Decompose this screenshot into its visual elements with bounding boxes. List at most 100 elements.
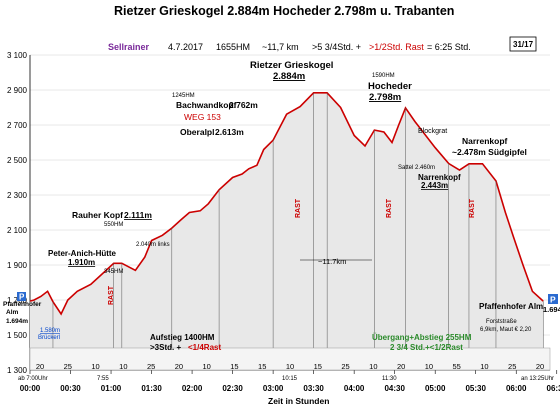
parking-sign-right [548, 294, 558, 304]
start-alm-elev: 1.694m [6, 318, 28, 325]
profile-line [29, 92, 544, 316]
hm-1245: 1245HM [172, 93, 195, 99]
segment-duration: 25 [341, 362, 349, 371]
x-tick-label: 03:00 [263, 384, 284, 393]
peak-oberalpl-elev: 2.613m [215, 127, 244, 137]
parking-p-left: P [19, 293, 25, 302]
page-badge [509, 36, 537, 52]
y-tick-label: 1 900 [7, 261, 28, 270]
peak-hocheder-elev: 2.798m [369, 92, 401, 103]
peak-narrenkopf-sued-name: Narrenkopf [462, 136, 508, 146]
parking-p-right: P [550, 295, 556, 305]
peak-rauherkopf-name: Rauher Kopf [72, 210, 123, 220]
y-tick-label: 2 100 [7, 226, 28, 235]
rast-label-4: RAST [469, 198, 476, 218]
y-tick-label: 1 500 [7, 331, 28, 340]
start-alm-name-1: Pfaffenhofer [3, 301, 42, 308]
end-alm-elev: 1.694m [543, 305, 560, 314]
start-alm-name-2: Alm [6, 309, 19, 316]
start-time: ab 7:00Uhr [18, 376, 48, 382]
aufstieg-rast: <1/4Rast [188, 343, 221, 352]
y-tick-label: 2 500 [7, 156, 28, 165]
segment-duration: 25 [508, 362, 516, 371]
x-axis: 00:00 00:30 01:00 01:30 02:00 02:30 03:00 03:30… [20, 370, 560, 393]
segment-duration: 20 [536, 362, 544, 371]
x-tick-label: 02:30 [222, 384, 243, 393]
total-label: = 6:25 Std. [427, 42, 471, 52]
rast-label-2: RAST [295, 198, 302, 218]
peak-narrenkopf-elev: 2.443m [421, 181, 448, 190]
x-tick-label: 05:30 [465, 384, 486, 393]
links-label: 2.040m links [136, 242, 170, 248]
peak-narrenkopf-sued-elev: ~2.478m Südgipfel [452, 147, 527, 157]
forst-label-1: Forststraße [486, 319, 517, 325]
peak-rietzer-name: Rietzer Grieskogel [250, 60, 333, 71]
region-label: Sellrainer [108, 42, 150, 52]
time-1015: 10:15 [282, 376, 298, 382]
segment-duration: 10 [91, 362, 99, 371]
parking-sign-left [17, 292, 26, 301]
bruecke-label: Brückerl [38, 335, 60, 341]
end-alm-name: Pfaffenhofer Alm [479, 302, 543, 311]
peak-anich-name: Peter-Anich-Hütte [48, 249, 117, 258]
x-tick-label: 02:00 [182, 384, 203, 393]
x-axis-label: Zeit in Stunden [268, 396, 329, 406]
segment-duration: 55 [452, 362, 460, 371]
y-tick-label: 1 300 [7, 366, 28, 375]
distance-label: ~11,7 km [262, 42, 299, 52]
rest-label: >1/2Std. Rast [369, 42, 424, 52]
x-tick-label: 06:30 [547, 384, 560, 393]
weg-label: WEG 153 [184, 112, 221, 122]
bruecke-elev: 1.580m [40, 328, 60, 334]
y-tick-label: 3 100 [7, 51, 28, 60]
x-tick-label: 04:00 [344, 384, 365, 393]
peak-bachwandkopf-name: Bachwandkopf [176, 100, 237, 110]
segment-duration: 10 [480, 362, 488, 371]
x-tick-label: 04:30 [384, 384, 405, 393]
x-tick-label: 06:00 [506, 384, 527, 393]
time-1130: 11:30 [382, 376, 397, 382]
x-tick-label: 00:00 [20, 384, 41, 393]
page-number: 31/17 [513, 40, 534, 49]
peak-oberalpl-name: Oberalpl [180, 127, 214, 137]
rast-label-3: RAST [386, 198, 393, 218]
segment-duration: 10 [202, 362, 210, 371]
peak-hocheder-name: Hocheder [368, 81, 412, 92]
hm-550: 550HM [104, 222, 123, 228]
segment-duration: 25 [147, 362, 155, 371]
segment-duration: 25 [64, 362, 72, 371]
waypoint-lines [52, 92, 544, 370]
distance-label-mid: ~11.7km [318, 257, 346, 266]
peak-rauherkopf-elev: 2.111m [124, 210, 152, 220]
segment-duration: 10 [425, 362, 433, 371]
profile-area [30, 92, 544, 371]
x-tick-label: 01:30 [141, 384, 162, 393]
y-tick-label: 2 300 [7, 191, 28, 200]
x-tick-label: 03:30 [303, 384, 324, 393]
x-tick-label: 00:30 [60, 384, 81, 393]
uebergang-hm: Übergang+Abstieg 255HM [372, 333, 472, 342]
segment-duration: 15 [230, 362, 238, 371]
ascent-label: 1655HM [216, 42, 250, 52]
time-label: >5 3/4Std. + [312, 42, 361, 52]
segment-duration: 20 [397, 362, 405, 371]
hm-1590: 1590HM [372, 73, 395, 79]
hm-345: 345HM [104, 269, 123, 275]
chart-title: Rietzer Grieskogel 2.884m Hocheder 2.798… [114, 4, 454, 18]
date-label: 4.7.2017 [168, 42, 203, 52]
peak-bachwandkopf-elev: 2.762m [229, 100, 258, 110]
x-tick-label: 01:00 [101, 384, 122, 393]
peak-narrenkopf-name: Narrenkopf [418, 173, 461, 182]
blockgrat-label: Blockgrat [418, 128, 447, 135]
aufstieg-hm: Aufstieg 1400HM [150, 333, 215, 342]
segment-duration: 20 [175, 362, 183, 371]
segment-duration: 10 [119, 362, 127, 371]
y-tick-label: 2 900 [7, 86, 28, 95]
segment-duration: 15 [258, 362, 266, 371]
segment-durations: 20 25 10 10 25 20 10 15 15 10 15 25 10 20 10 55 10 25 20 [36, 362, 544, 371]
time-0755: 7:55 [97, 376, 109, 382]
segment-duration: 10 [369, 362, 377, 371]
rast-label-1: RAST [108, 285, 115, 305]
end-time: an 13:25Uhr [521, 376, 554, 382]
